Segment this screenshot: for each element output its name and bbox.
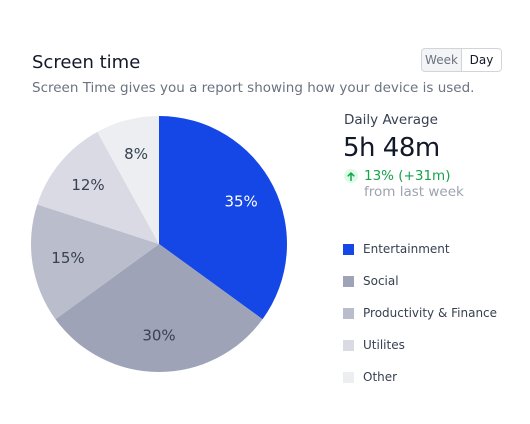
- legend-item: Entertainment: [343, 233, 497, 265]
- trend-change-text: 13% (+31m): [364, 168, 451, 184]
- week-toggle-button[interactable]: Week: [425, 53, 458, 67]
- legend-swatch: [343, 307, 354, 319]
- daily-average-value: 5h 48m: [343, 133, 440, 163]
- arrow-up-icon: [344, 169, 358, 183]
- trend-note: from last week: [364, 184, 464, 200]
- legend-swatch: [343, 371, 354, 383]
- legend-item: Other: [343, 361, 497, 393]
- legend-label: Entertainment: [363, 242, 450, 256]
- pie-slice-label: 35%: [224, 193, 257, 211]
- period-toggle: Week Day: [421, 48, 502, 72]
- legend-item: Social: [343, 265, 497, 297]
- legend-swatch: [343, 243, 354, 255]
- legend-label: Productivity & Finance: [363, 306, 498, 320]
- pie-slice: [31, 204, 159, 320]
- legend-label: Utilites: [363, 338, 405, 352]
- legend-swatch: [343, 339, 354, 351]
- daily-average-label: Daily Average: [344, 112, 438, 128]
- legend-item: Utilites: [343, 329, 497, 361]
- page-title: Screen time: [32, 52, 141, 73]
- pie-slice: [55, 244, 263, 372]
- legend-label: Other: [363, 370, 398, 384]
- trend-change: 13% (+31m): [344, 168, 450, 184]
- pie-slice-label: 8%: [124, 145, 148, 163]
- legend-item: Productivity & Finance: [343, 297, 497, 329]
- pie-slice-label: 15%: [51, 249, 84, 267]
- day-toggle-button[interactable]: Day: [461, 49, 501, 71]
- pie-slice: [37, 131, 159, 244]
- legend-label: Social: [363, 274, 399, 288]
- page-subtitle: Screen Time gives you a report showing h…: [32, 80, 475, 96]
- pie-slice: [97, 116, 159, 244]
- pie-slice: [159, 116, 287, 320]
- legend-swatch: [343, 275, 354, 287]
- pie-slice-label: 30%: [142, 327, 175, 345]
- pie-slice-label: 12%: [71, 176, 104, 194]
- chart-legend: Entertainment Social Productivity & Fina…: [343, 233, 497, 393]
